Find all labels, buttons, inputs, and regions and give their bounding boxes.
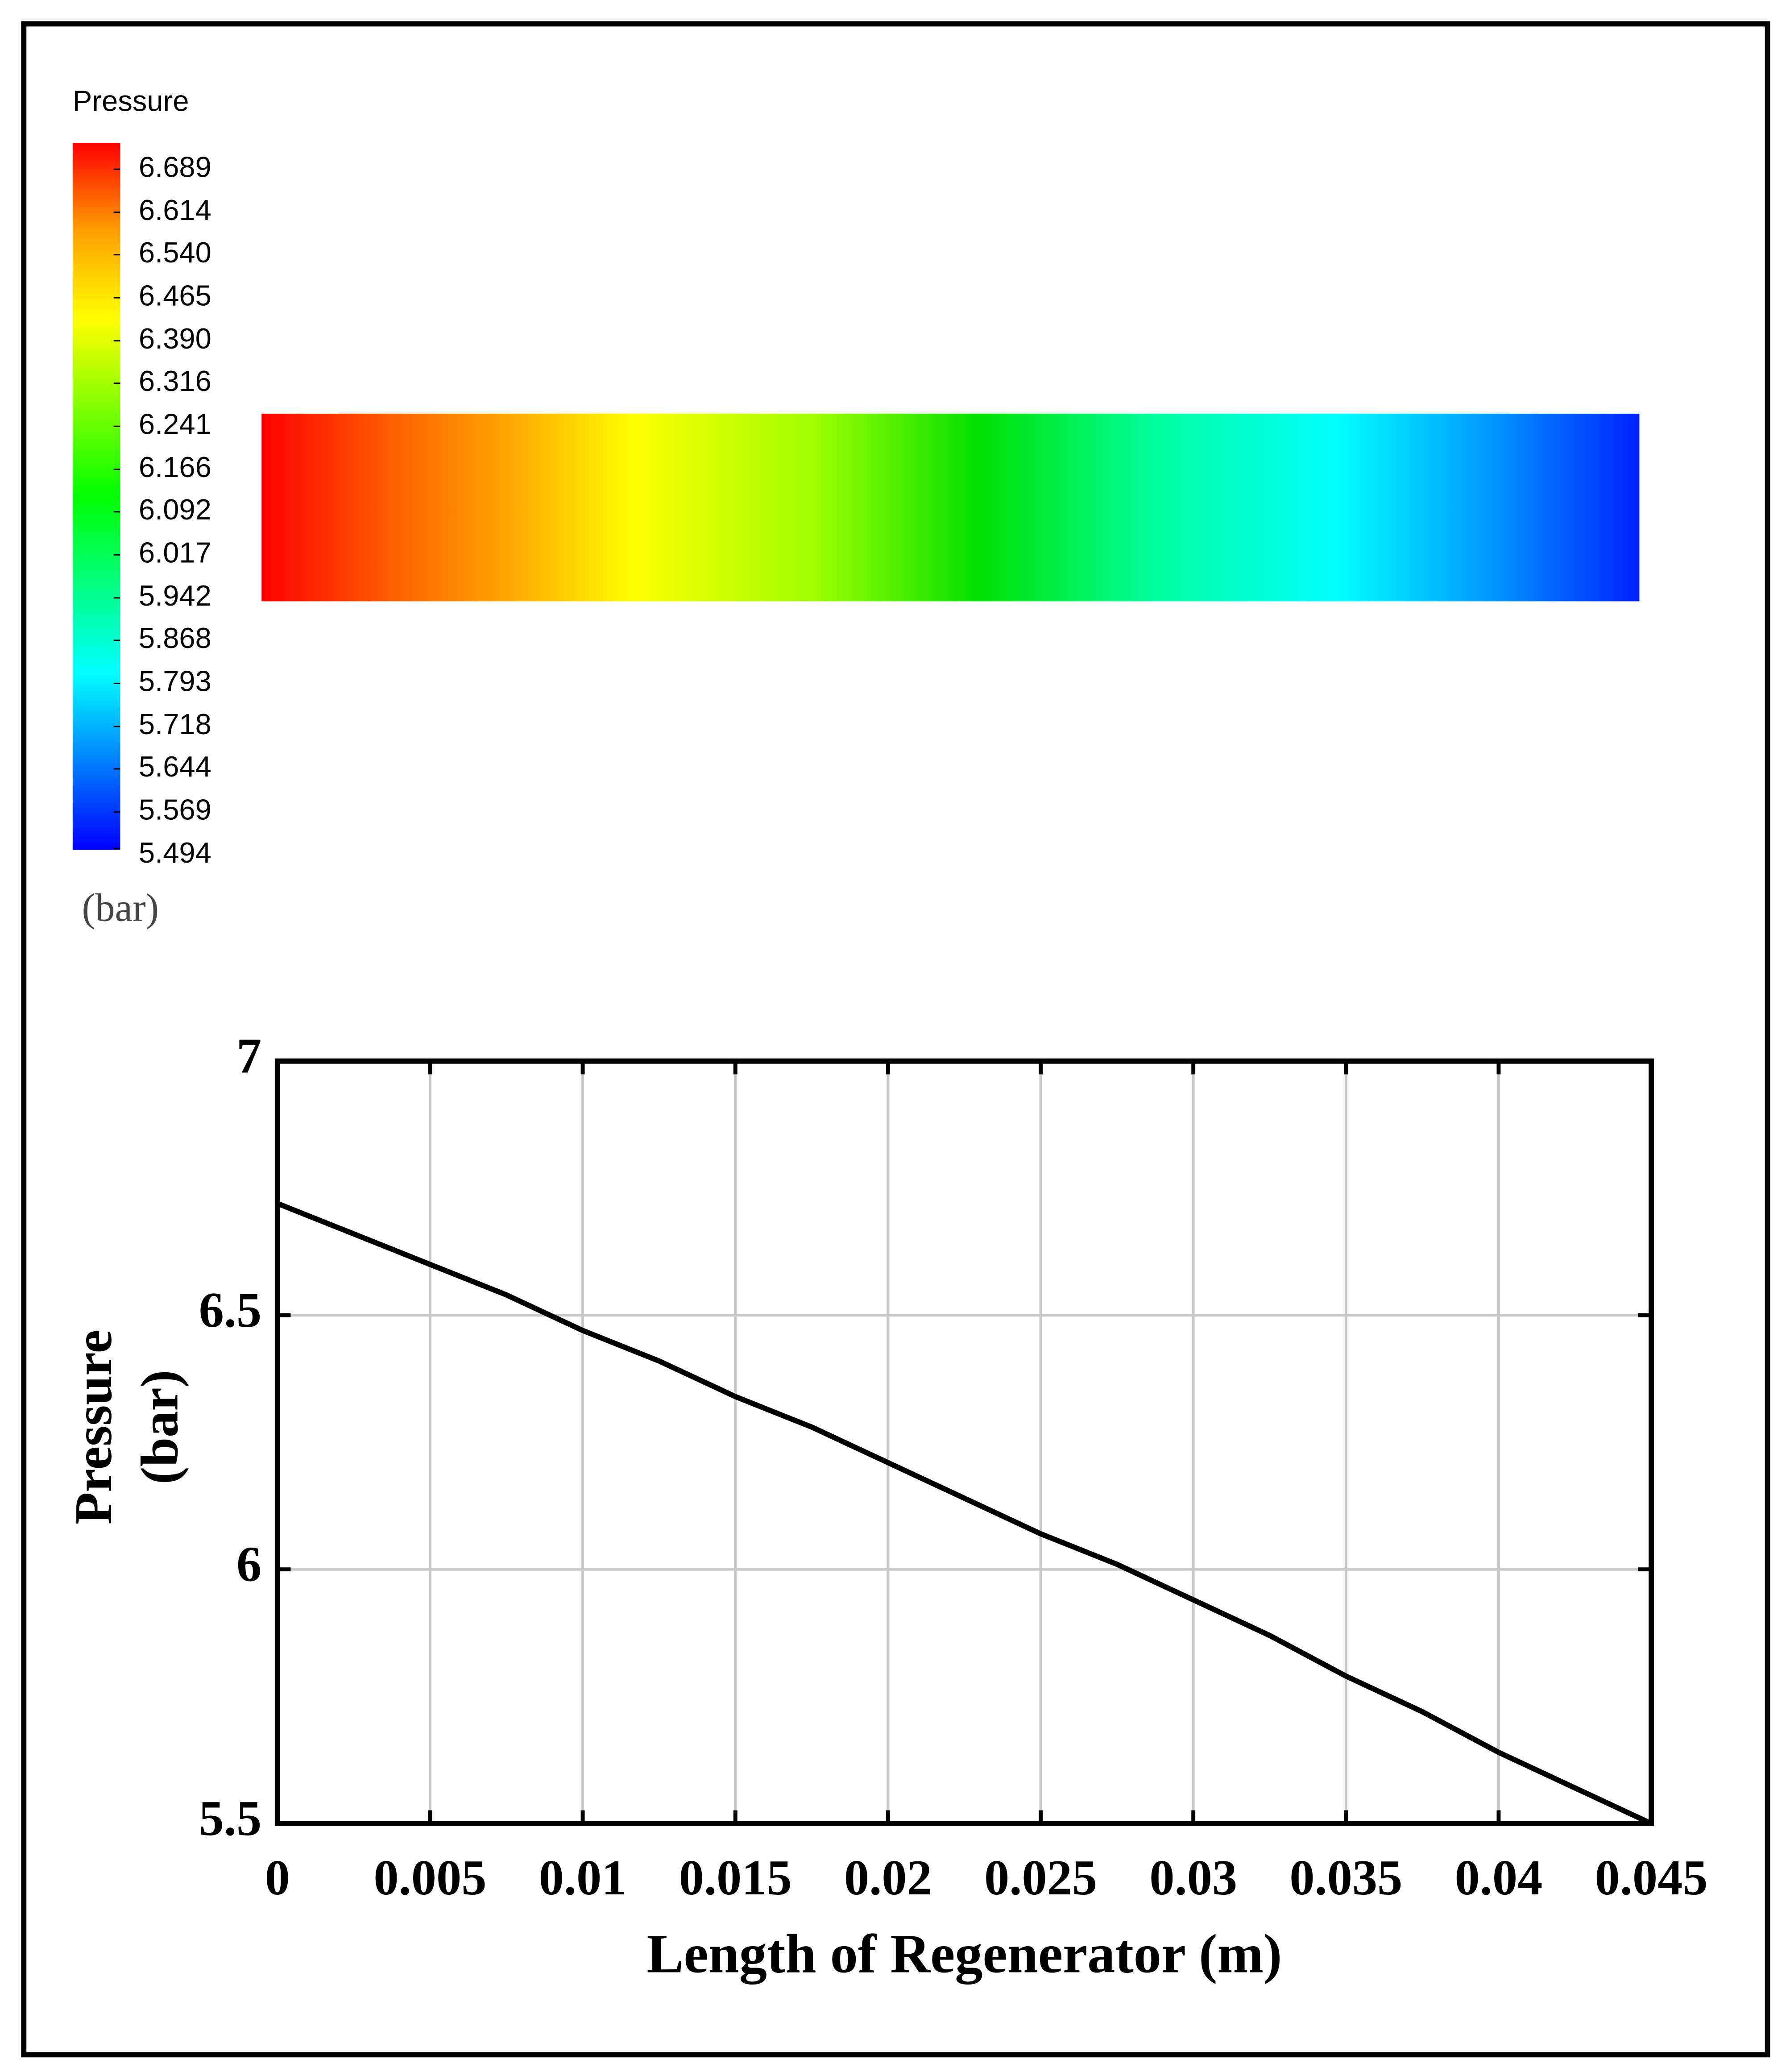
colorbar-tick-label: 5.718 [139,708,211,740]
y-tick-label: 5.5 [199,1791,262,1846]
colorbar-title: Pressure [73,84,189,117]
colorbar-tick-label: 6.390 [139,322,211,355]
y-axis-label: Pressure (bar) [64,1330,189,1524]
y-tick-label: 7 [236,1029,261,1084]
colorbar-tick-label: 5.644 [139,750,211,783]
y-axis-label-line: (bar) [130,1370,189,1485]
colorbar-tick-label: 5.494 [139,836,211,869]
colorbar-tick-label: 6.465 [139,279,211,311]
x-tick-label: 0.02 [844,1850,932,1906]
plot-area [274,1058,1654,1827]
colorbar-tick-label: 6.614 [139,194,211,226]
colorbar-tick-label: 5.569 [139,793,211,826]
colorbar-unit: (bar) [82,886,159,930]
x-tick-label: 0.015 [679,1850,792,1906]
x-tick-label: 0.035 [1289,1850,1402,1906]
colorbar [72,142,120,850]
frame [21,21,1770,2058]
colorbar-tick-label: 6.689 [139,150,211,183]
colorbar-tick-label: 6.316 [139,365,211,397]
colorbar-tick-label: 6.540 [139,236,211,269]
colorbar-tick-label: 5.942 [139,579,211,612]
pressure-field [261,413,1640,602]
colorbar-tick-label: 6.017 [139,536,211,569]
colorbar-tick-label: 6.166 [139,451,211,483]
colorbar-tick-label: 6.241 [139,407,211,440]
colorbar-tick-label: 5.793 [139,665,211,698]
y-axis-label-line: Pressure [64,1330,123,1524]
colorbar-tick-label: 5.868 [139,622,211,654]
y-tick-label: 6.5 [199,1283,262,1338]
x-tick-label: 0.01 [539,1850,627,1906]
x-tick-label: 0.03 [1149,1850,1237,1906]
x-tick-label: 0.005 [373,1850,486,1906]
y-tick-label: 6 [236,1537,261,1592]
x-tick-label: 0.045 [1595,1850,1708,1906]
colorbar-tick-label: 6.092 [139,493,211,526]
x-axis-label: Length of Regenerator (m) [647,1923,1282,1985]
x-tick-label: 0.025 [984,1850,1097,1906]
data-line [276,1201,1653,1826]
x-tick-label: 0.04 [1455,1850,1543,1906]
x-tick-label: 0 [265,1850,290,1906]
